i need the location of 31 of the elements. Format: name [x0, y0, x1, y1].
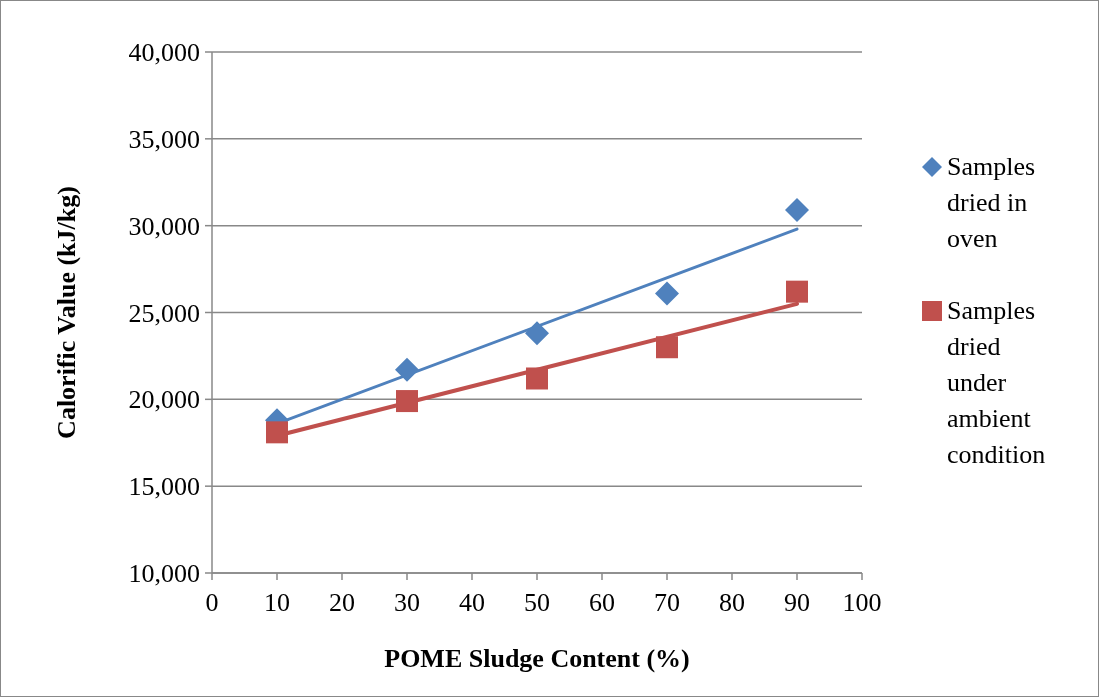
point — [786, 280, 808, 303]
x-tick-label: 100 — [842, 588, 882, 617]
y-tick-label: 30,000 — [128, 211, 200, 241]
point — [526, 367, 548, 390]
y-tick-label: 20,000 — [128, 385, 200, 415]
x-tick-label: 90 — [784, 588, 810, 617]
point — [266, 421, 288, 444]
x-axis-title: POME Sludge Content (%) — [384, 644, 690, 673]
point — [785, 198, 809, 223]
point — [525, 321, 549, 346]
x-tick-label: 80 — [719, 588, 745, 617]
y-tick-label: 40,000 — [128, 38, 200, 68]
y-tick-label: 25,000 — [128, 298, 200, 328]
x-tick-label: 60 — [589, 588, 615, 617]
x-tick-label: 40 — [459, 588, 485, 617]
y-axis-title: Calorific Value (kJ/kg) — [52, 186, 81, 439]
x-tick-label: 10 — [264, 588, 290, 617]
legend-label: Samples dried in oven — [947, 152, 1036, 253]
x-tick-label: 30 — [394, 588, 420, 617]
x-tick-label: 70 — [654, 588, 680, 617]
point — [656, 336, 678, 359]
y-tick-label: 10,000 — [128, 559, 200, 589]
x-tick-label: 20 — [329, 588, 355, 617]
x-tick-label: 0 — [205, 588, 219, 617]
y-tick-label: 15,000 — [128, 472, 200, 502]
y-tick-label: 35,000 — [128, 124, 200, 154]
point — [395, 357, 419, 382]
x-tick-label: 50 — [524, 588, 550, 617]
point — [396, 390, 418, 413]
legend-label: Samples dried under ambient condition — [947, 296, 1046, 469]
point — [655, 281, 679, 306]
